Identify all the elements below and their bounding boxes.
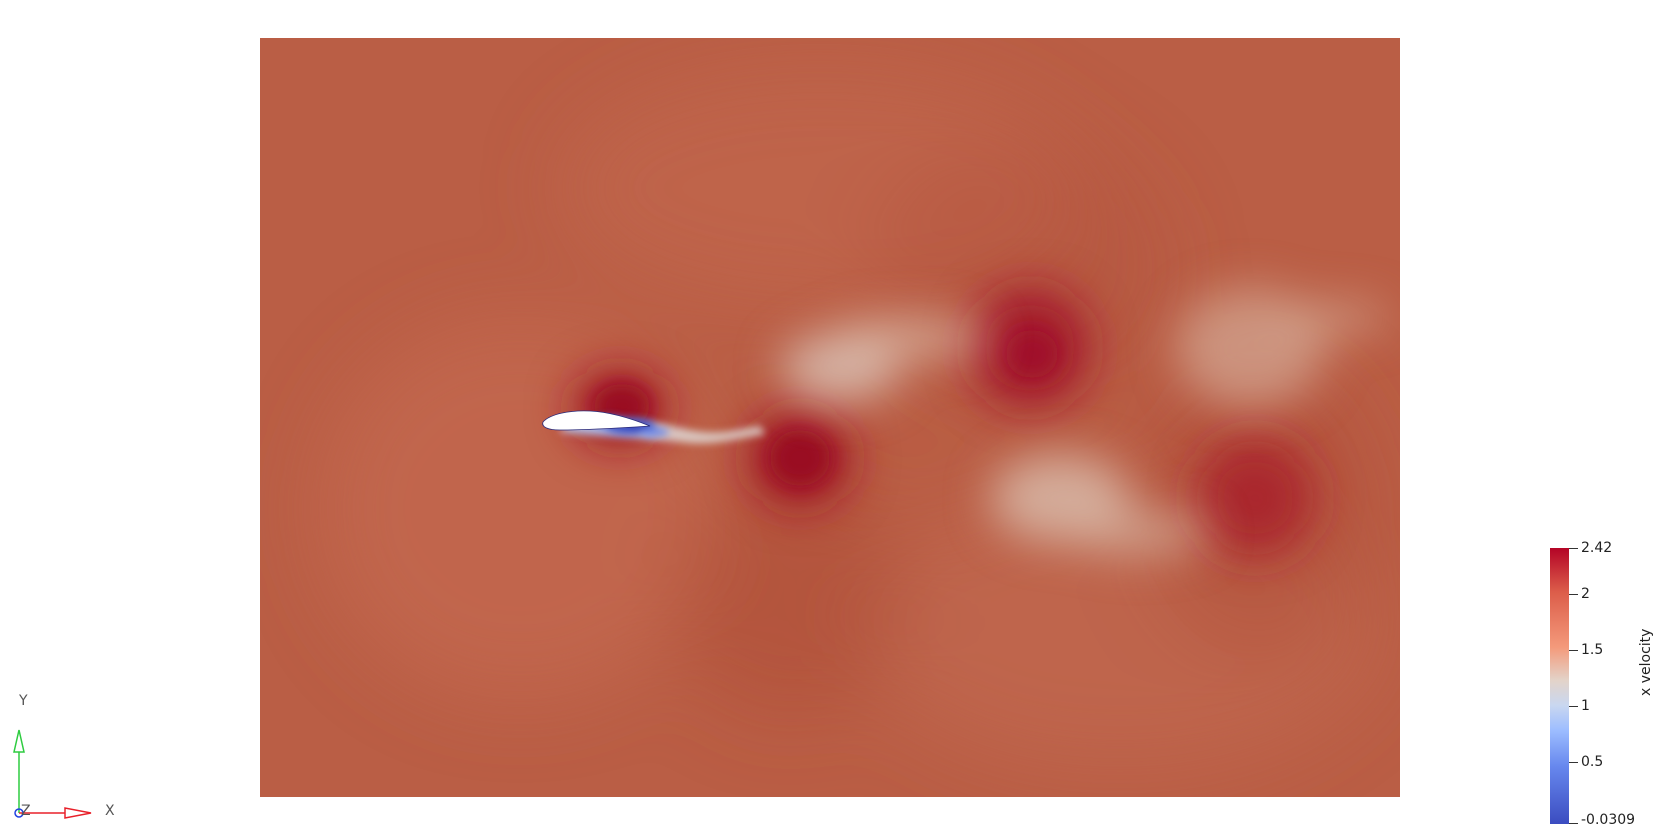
colorbar-tick <box>1569 548 1578 549</box>
colorbar-tick <box>1569 706 1578 707</box>
colorbar-tick <box>1569 823 1578 824</box>
x-axis-label: X <box>105 803 115 819</box>
orientation-axes: Y X Z <box>0 693 140 830</box>
colorbar-tick <box>1569 594 1578 595</box>
y-axis-label: Y <box>19 693 28 709</box>
colorbar-gradient <box>1550 548 1569 824</box>
colorbar-tick-label: 0.5 <box>1581 754 1604 770</box>
colorbar-tick-label: 1.5 <box>1581 642 1604 658</box>
broad-field-variation <box>320 68 1380 768</box>
colorbar-tick-label: 1 <box>1581 698 1590 714</box>
colorbar-tick <box>1569 762 1578 763</box>
x-axis-arrow <box>64 807 92 819</box>
render-view[interactable] <box>260 38 1400 797</box>
colorbar-max-label: 2.42 <box>1581 540 1613 556</box>
z-axis-marker <box>14 808 24 818</box>
color-legend[interactable]: 2.42 2 1.5 1 0.5 -0.0309 x velocity <box>1550 541 1661 828</box>
colorbar-title: x velocity <box>1638 628 1654 696</box>
colorbar-tick-label: 2 <box>1581 586 1590 602</box>
vortex-cores-peak <box>594 330 1058 486</box>
z-axis-label: Z <box>21 803 31 819</box>
velocity-field-plot[interactable] <box>260 38 1400 797</box>
wake-eddies-low <box>780 288 1390 555</box>
y-axis-arrow <box>13 729 25 753</box>
colorbar-tick <box>1569 650 1578 651</box>
colorbar-min-label: -0.0309 <box>1581 812 1636 828</box>
airfoil-body <box>542 410 651 431</box>
